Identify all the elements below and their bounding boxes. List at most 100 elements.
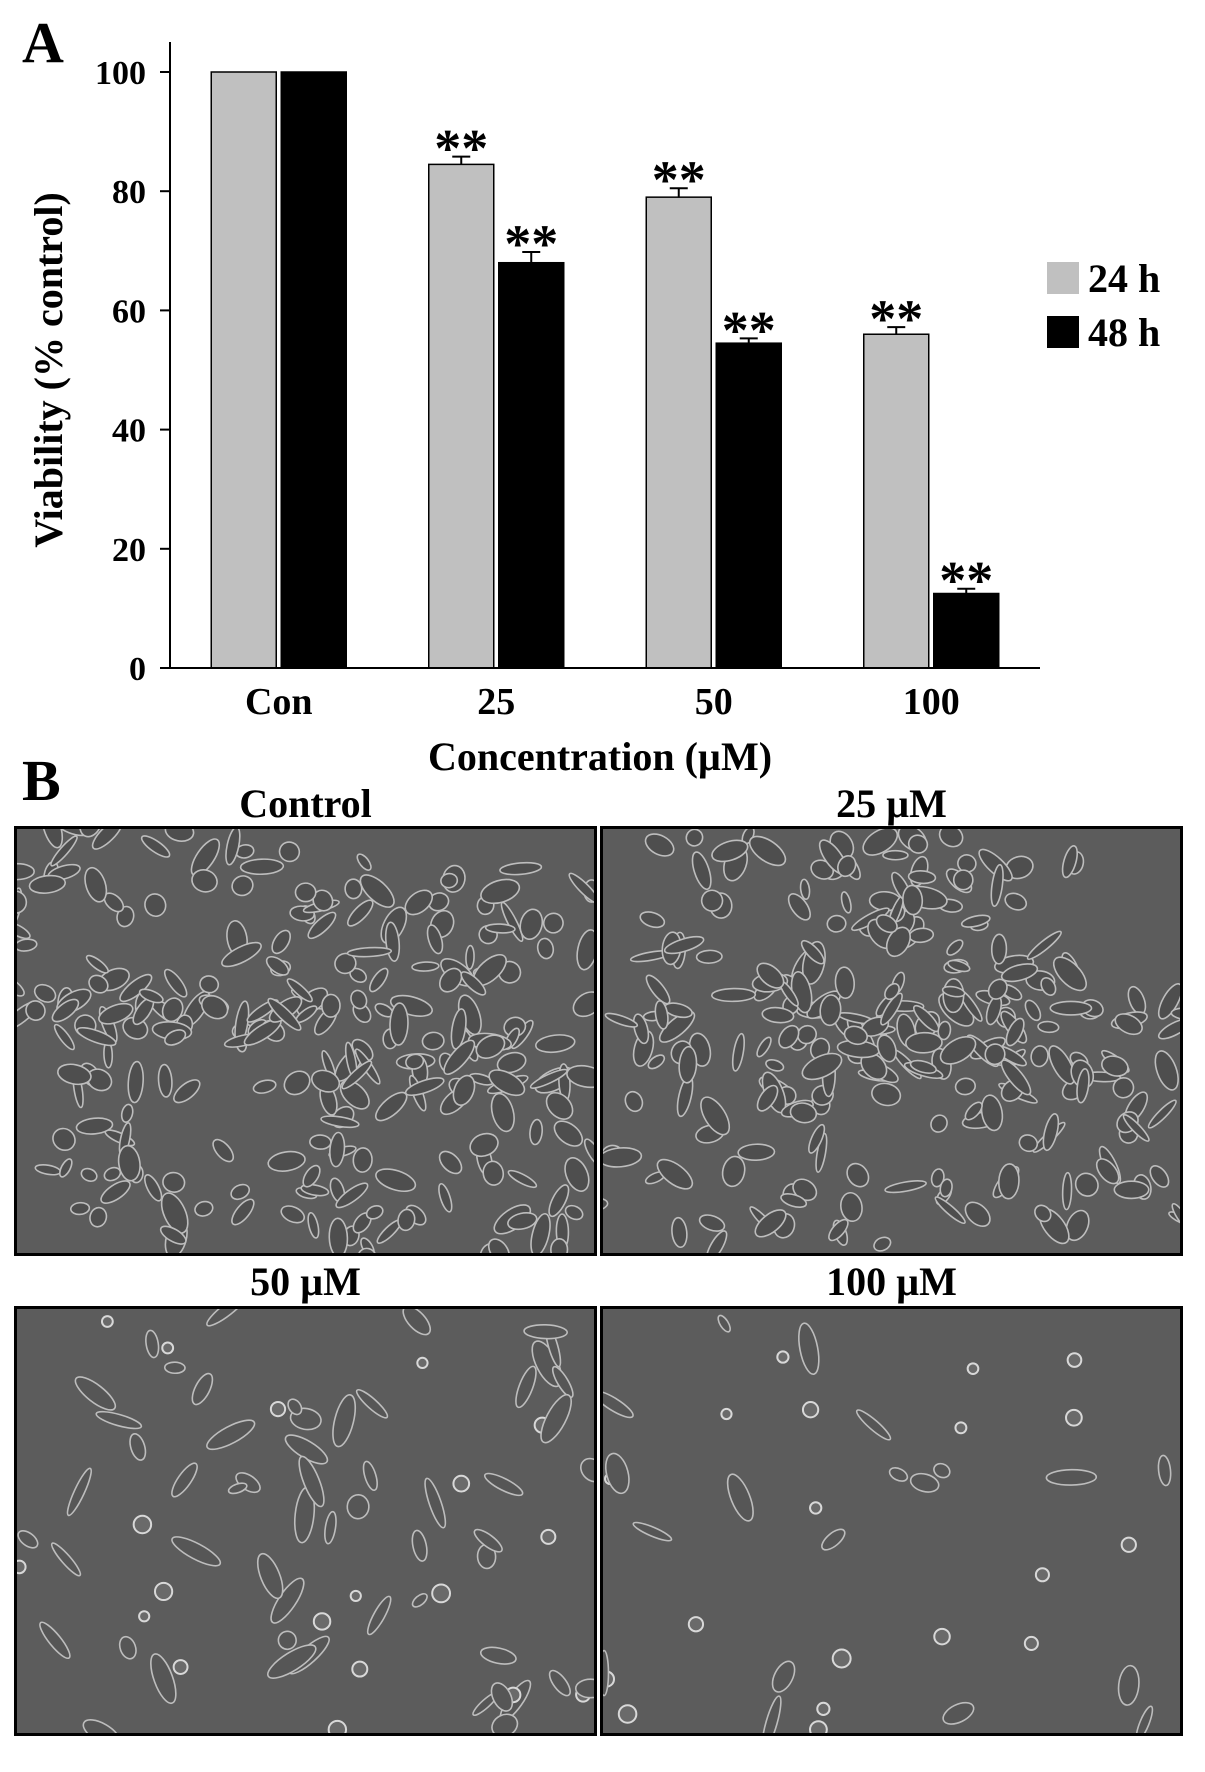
cell xyxy=(309,1134,332,1150)
cell xyxy=(819,994,842,1027)
cell xyxy=(695,949,723,964)
cell xyxy=(907,870,937,885)
cell xyxy=(480,878,521,905)
cell xyxy=(580,1457,594,1483)
cell xyxy=(411,1529,428,1562)
cell xyxy=(882,849,909,861)
cell xyxy=(507,1212,538,1231)
cell xyxy=(603,1390,634,1419)
cell xyxy=(362,1460,378,1492)
cell xyxy=(834,966,856,1000)
cell xyxy=(327,1719,348,1733)
cell xyxy=(603,1197,609,1212)
cell xyxy=(801,1052,843,1081)
cell xyxy=(778,1024,800,1049)
cell xyxy=(191,1372,214,1406)
cell xyxy=(617,1704,638,1724)
cell xyxy=(930,1168,945,1188)
cell xyxy=(871,1082,902,1107)
cell xyxy=(515,1365,537,1409)
cell xyxy=(930,1114,948,1133)
cell xyxy=(1065,1408,1083,1427)
cell xyxy=(604,1012,639,1028)
cell xyxy=(990,933,1008,965)
cell xyxy=(1052,956,1087,992)
cell xyxy=(452,1474,471,1493)
y-tick-label: 0 xyxy=(129,651,146,688)
cell xyxy=(443,1039,476,1076)
cell xyxy=(469,1132,499,1158)
cell xyxy=(583,1138,594,1167)
cell xyxy=(100,1315,114,1328)
cell xyxy=(1061,845,1079,879)
cell xyxy=(324,1510,337,1545)
cell xyxy=(421,1031,445,1051)
cell xyxy=(80,1167,98,1182)
cell xyxy=(548,1669,571,1697)
cell xyxy=(311,1069,341,1093)
cell xyxy=(138,988,164,1004)
cell xyxy=(267,1150,306,1172)
cell xyxy=(1018,1134,1039,1153)
legend-label: 48 h xyxy=(1088,310,1160,355)
cell xyxy=(705,1230,728,1253)
cell xyxy=(349,1589,362,1603)
cell xyxy=(17,890,28,914)
cell xyxy=(663,935,705,955)
cell xyxy=(120,1103,134,1123)
cell xyxy=(816,1701,831,1716)
cell xyxy=(153,1581,174,1602)
cell xyxy=(368,967,389,993)
cell xyxy=(69,1201,91,1216)
cell xyxy=(66,1467,92,1517)
cell xyxy=(884,982,900,1001)
cell xyxy=(540,1393,572,1444)
cell xyxy=(157,1063,173,1098)
cell xyxy=(862,829,899,856)
cell xyxy=(1004,892,1028,911)
cell xyxy=(1037,1020,1060,1034)
cell xyxy=(160,1192,189,1234)
cell xyxy=(542,912,564,934)
cell xyxy=(964,1101,983,1121)
cell xyxy=(717,1314,731,1333)
cell xyxy=(519,908,544,941)
cell xyxy=(846,1162,870,1188)
cell xyxy=(938,829,964,848)
cell xyxy=(159,1225,187,1245)
cell xyxy=(1023,1635,1039,1651)
cell xyxy=(278,841,301,863)
cell xyxy=(75,1117,114,1135)
cell xyxy=(88,974,109,994)
cell xyxy=(424,1477,447,1529)
cell xyxy=(964,1201,991,1227)
cell xyxy=(799,878,811,901)
cell xyxy=(231,1198,255,1226)
panel-a-label: A xyxy=(22,10,64,75)
cell xyxy=(721,1155,746,1188)
cell xyxy=(200,995,229,1020)
cell xyxy=(89,1206,108,1228)
cell xyxy=(720,1407,733,1421)
image-title-control: Control xyxy=(239,781,372,826)
cell xyxy=(698,1214,726,1232)
cell xyxy=(771,1660,796,1693)
cell xyxy=(332,1394,357,1448)
bar xyxy=(933,592,1000,669)
cell xyxy=(344,878,363,900)
cell xyxy=(1157,983,1180,1020)
cell xyxy=(726,1473,754,1522)
cell xyxy=(280,1205,306,1224)
cell xyxy=(548,1184,570,1218)
cell xyxy=(365,1204,384,1220)
cell xyxy=(685,829,704,847)
cell xyxy=(17,921,31,940)
cell xyxy=(172,1659,189,1675)
cell xyxy=(603,1147,643,1168)
cell xyxy=(389,1002,409,1046)
cell xyxy=(329,1131,346,1168)
bar xyxy=(498,261,565,669)
cell xyxy=(411,1592,428,1608)
cell xyxy=(880,992,903,1026)
cell xyxy=(267,997,302,1031)
